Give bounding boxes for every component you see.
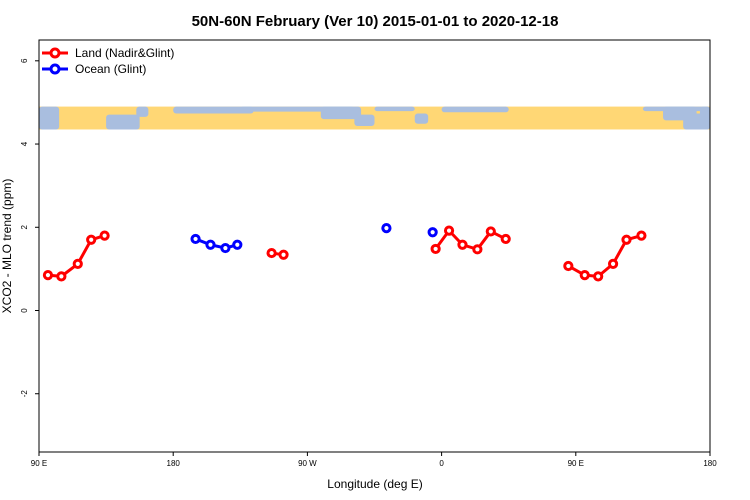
legend: Land (Nadir&Glint) Ocean (Glint): [42, 46, 174, 76]
x-tick-label: 90 E: [568, 459, 584, 468]
y-tick-label: 0: [20, 308, 29, 313]
y-tick-label: -2: [20, 390, 29, 398]
legend-label-land: Land (Nadir&Glint): [75, 46, 174, 60]
data-point-land: [56, 271, 67, 282]
world-map-band: [39, 106, 710, 130]
data-point-land: [99, 230, 110, 241]
data-point-land: [457, 239, 468, 250]
map-land-shape: [173, 106, 254, 114]
x-tick-label: 90 W: [298, 459, 317, 468]
data-point-land: [86, 234, 97, 245]
map-land-shape: [320, 106, 362, 120]
data-point-ocean: [427, 227, 438, 238]
data-point-land: [593, 271, 604, 282]
data-point-land: [472, 244, 483, 255]
data-point-ocean: [205, 239, 216, 250]
legend-marker-land: [49, 47, 61, 59]
data-point-ocean: [232, 239, 243, 250]
data-point-land: [500, 233, 511, 245]
data-point-ocean: [190, 233, 201, 245]
data-point-land: [430, 243, 441, 255]
x-tick-label: 180: [167, 459, 181, 468]
map-land-shape: [414, 113, 429, 124]
data-point-land: [563, 260, 574, 272]
map-land-shape: [699, 106, 710, 130]
x-axis-label: Longitude (deg E): [327, 477, 422, 491]
x-axis: 90 E 180 90 W 0 90 E 180: [31, 452, 717, 468]
y-tick-label: 4: [20, 141, 29, 146]
data-point-ocean: [381, 223, 392, 234]
data-point-land: [266, 247, 277, 259]
x-tick-label: 0: [439, 459, 444, 468]
y-tick-label: 2: [20, 224, 29, 229]
y-axis: -2 0 2 4 6: [20, 58, 39, 397]
data-point-land: [278, 249, 289, 260]
data-point-land: [485, 226, 496, 237]
legend-marker-ocean: [49, 63, 61, 75]
data-point-land: [621, 234, 632, 245]
series-line-ocean: [195, 237, 238, 250]
y-axis-label: XCO2 - MLO trend (ppm): [0, 179, 14, 314]
plot-frame: [38, 39, 711, 453]
legend-label-ocean: Ocean (Glint): [75, 62, 146, 76]
map-land-shape: [441, 106, 509, 113]
data-point-land: [579, 270, 590, 281]
x-tick-label: 90 E: [31, 459, 47, 468]
map-land-shape: [354, 114, 375, 127]
data-point-land: [636, 230, 647, 241]
y-tick-label: 6: [20, 58, 29, 63]
data-point-land: [443, 225, 455, 236]
series-layer: [42, 223, 647, 282]
map-land-shape: [136, 106, 149, 117]
x-tick-label: 180: [703, 459, 717, 468]
data-point-land: [42, 270, 54, 281]
series-line-land: [47, 234, 106, 278]
data-point-land: [72, 258, 83, 269]
data-point-ocean: [220, 242, 231, 254]
chart-title: 50N-60N February (Ver 10) 2015-01-01 to …: [192, 13, 559, 30]
map-land-shape: [106, 114, 140, 130]
map-land-shape: [374, 106, 415, 112]
map-land-shape: [39, 106, 60, 130]
data-point-land: [607, 258, 619, 269]
